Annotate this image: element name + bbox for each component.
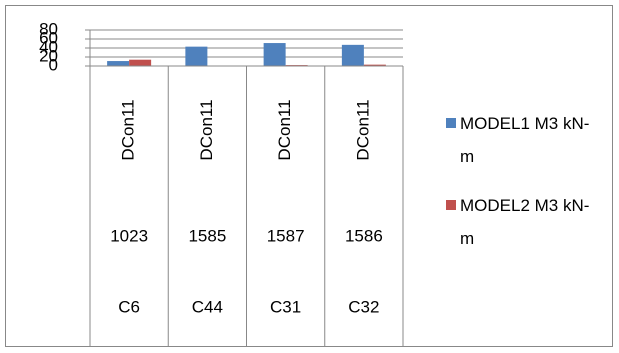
category-label: C32 (348, 297, 379, 316)
y-tick-label: 40 (39, 37, 58, 56)
category-label: 1585 (188, 226, 226, 245)
bar (341, 44, 364, 66)
bar (263, 43, 286, 66)
legend-label: MODEL2 M3 kN-m (460, 196, 590, 248)
bar (107, 61, 130, 66)
legend-swatch (446, 200, 456, 210)
bar (363, 64, 386, 66)
category-label: DCon11 (275, 99, 294, 160)
category-label: C44 (192, 297, 223, 316)
legend-label: MODEL1 M3 kN-m (460, 114, 590, 166)
y-tick-label: 80 (39, 19, 58, 38)
category-label: C6 (118, 297, 140, 316)
bar (185, 46, 208, 66)
category-label: 1023 (110, 226, 148, 245)
y-tick-label: 0 (49, 55, 58, 74)
y-tick-label: 20 (39, 46, 58, 65)
category-label: 1587 (267, 226, 305, 245)
category-label: DCon11 (353, 99, 372, 160)
legend-item: MODEL2 M3 kN-m (446, 189, 596, 255)
y-tick-label: 60 (39, 28, 58, 47)
category-label: DCon11 (197, 99, 216, 160)
category-label: C31 (270, 297, 301, 316)
category-label: DCon11 (119, 99, 138, 160)
category-label: 1586 (345, 226, 383, 245)
bar (129, 59, 152, 66)
chart-border (5, 5, 613, 347)
legend-swatch (446, 118, 456, 128)
legend-item: MODEL1 M3 kN-m (446, 107, 596, 173)
